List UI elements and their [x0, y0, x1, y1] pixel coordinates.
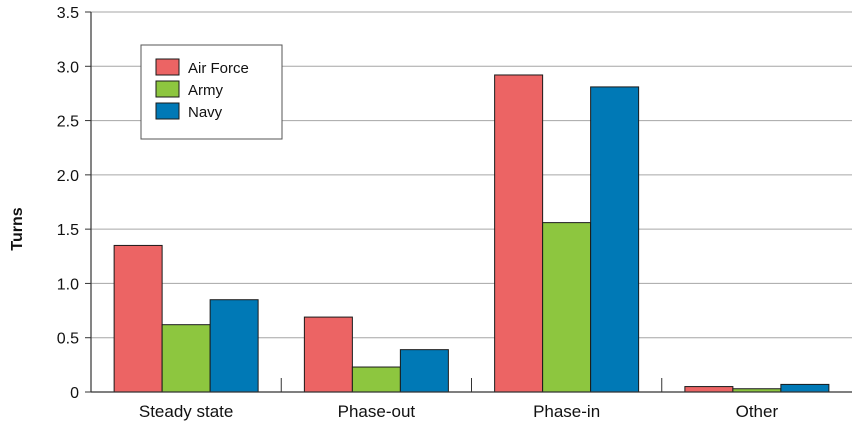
legend-label: Army — [188, 82, 223, 99]
legend-swatch-air-force — [155, 58, 180, 76]
x-category-label: Phase-in — [533, 402, 600, 421]
bar-navy — [590, 86, 640, 393]
legend: Air Force Army Navy — [140, 44, 283, 140]
bar-navy — [780, 383, 830, 393]
y-tick-label: 0 — [70, 385, 79, 402]
legend-label: Navy — [188, 104, 223, 121]
legend-swatch-army — [155, 80, 180, 98]
bar-army — [161, 324, 211, 393]
y-tick-label: 3.0 — [57, 59, 79, 76]
bar-air-force — [113, 244, 163, 393]
y-tick-labels: 0 0.5 1.0 1.5 2.0 2.5 3.0 3.5 — [57, 5, 79, 402]
y-tick-label: 3.5 — [57, 5, 79, 22]
y-tick-label: 0.5 — [57, 331, 79, 348]
x-category-labels: Steady state Phase-out Phase-in Other — [139, 402, 779, 421]
legend-label: Air Force — [188, 60, 249, 77]
bar-air-force — [303, 316, 353, 393]
x-category-label: Steady state — [139, 402, 234, 421]
x-category-label: Other — [736, 402, 779, 421]
legend-swatch-navy — [155, 102, 180, 120]
y-tick-label: 1.5 — [57, 222, 79, 239]
bar-air-force — [684, 386, 734, 393]
bar-army — [351, 366, 401, 393]
y-axis-title: Turns — [9, 207, 26, 250]
bar-air-force — [494, 74, 544, 393]
bars — [113, 74, 830, 393]
x-category-label: Phase-out — [338, 402, 416, 421]
y-tick-label: 2.0 — [57, 168, 79, 185]
bar-navy — [399, 349, 449, 393]
bar-navy — [209, 299, 259, 393]
y-tick-label: 2.5 — [57, 114, 79, 131]
bar-army — [542, 222, 592, 393]
axes — [85, 11, 852, 393]
y-tick-label: 1.0 — [57, 276, 79, 293]
